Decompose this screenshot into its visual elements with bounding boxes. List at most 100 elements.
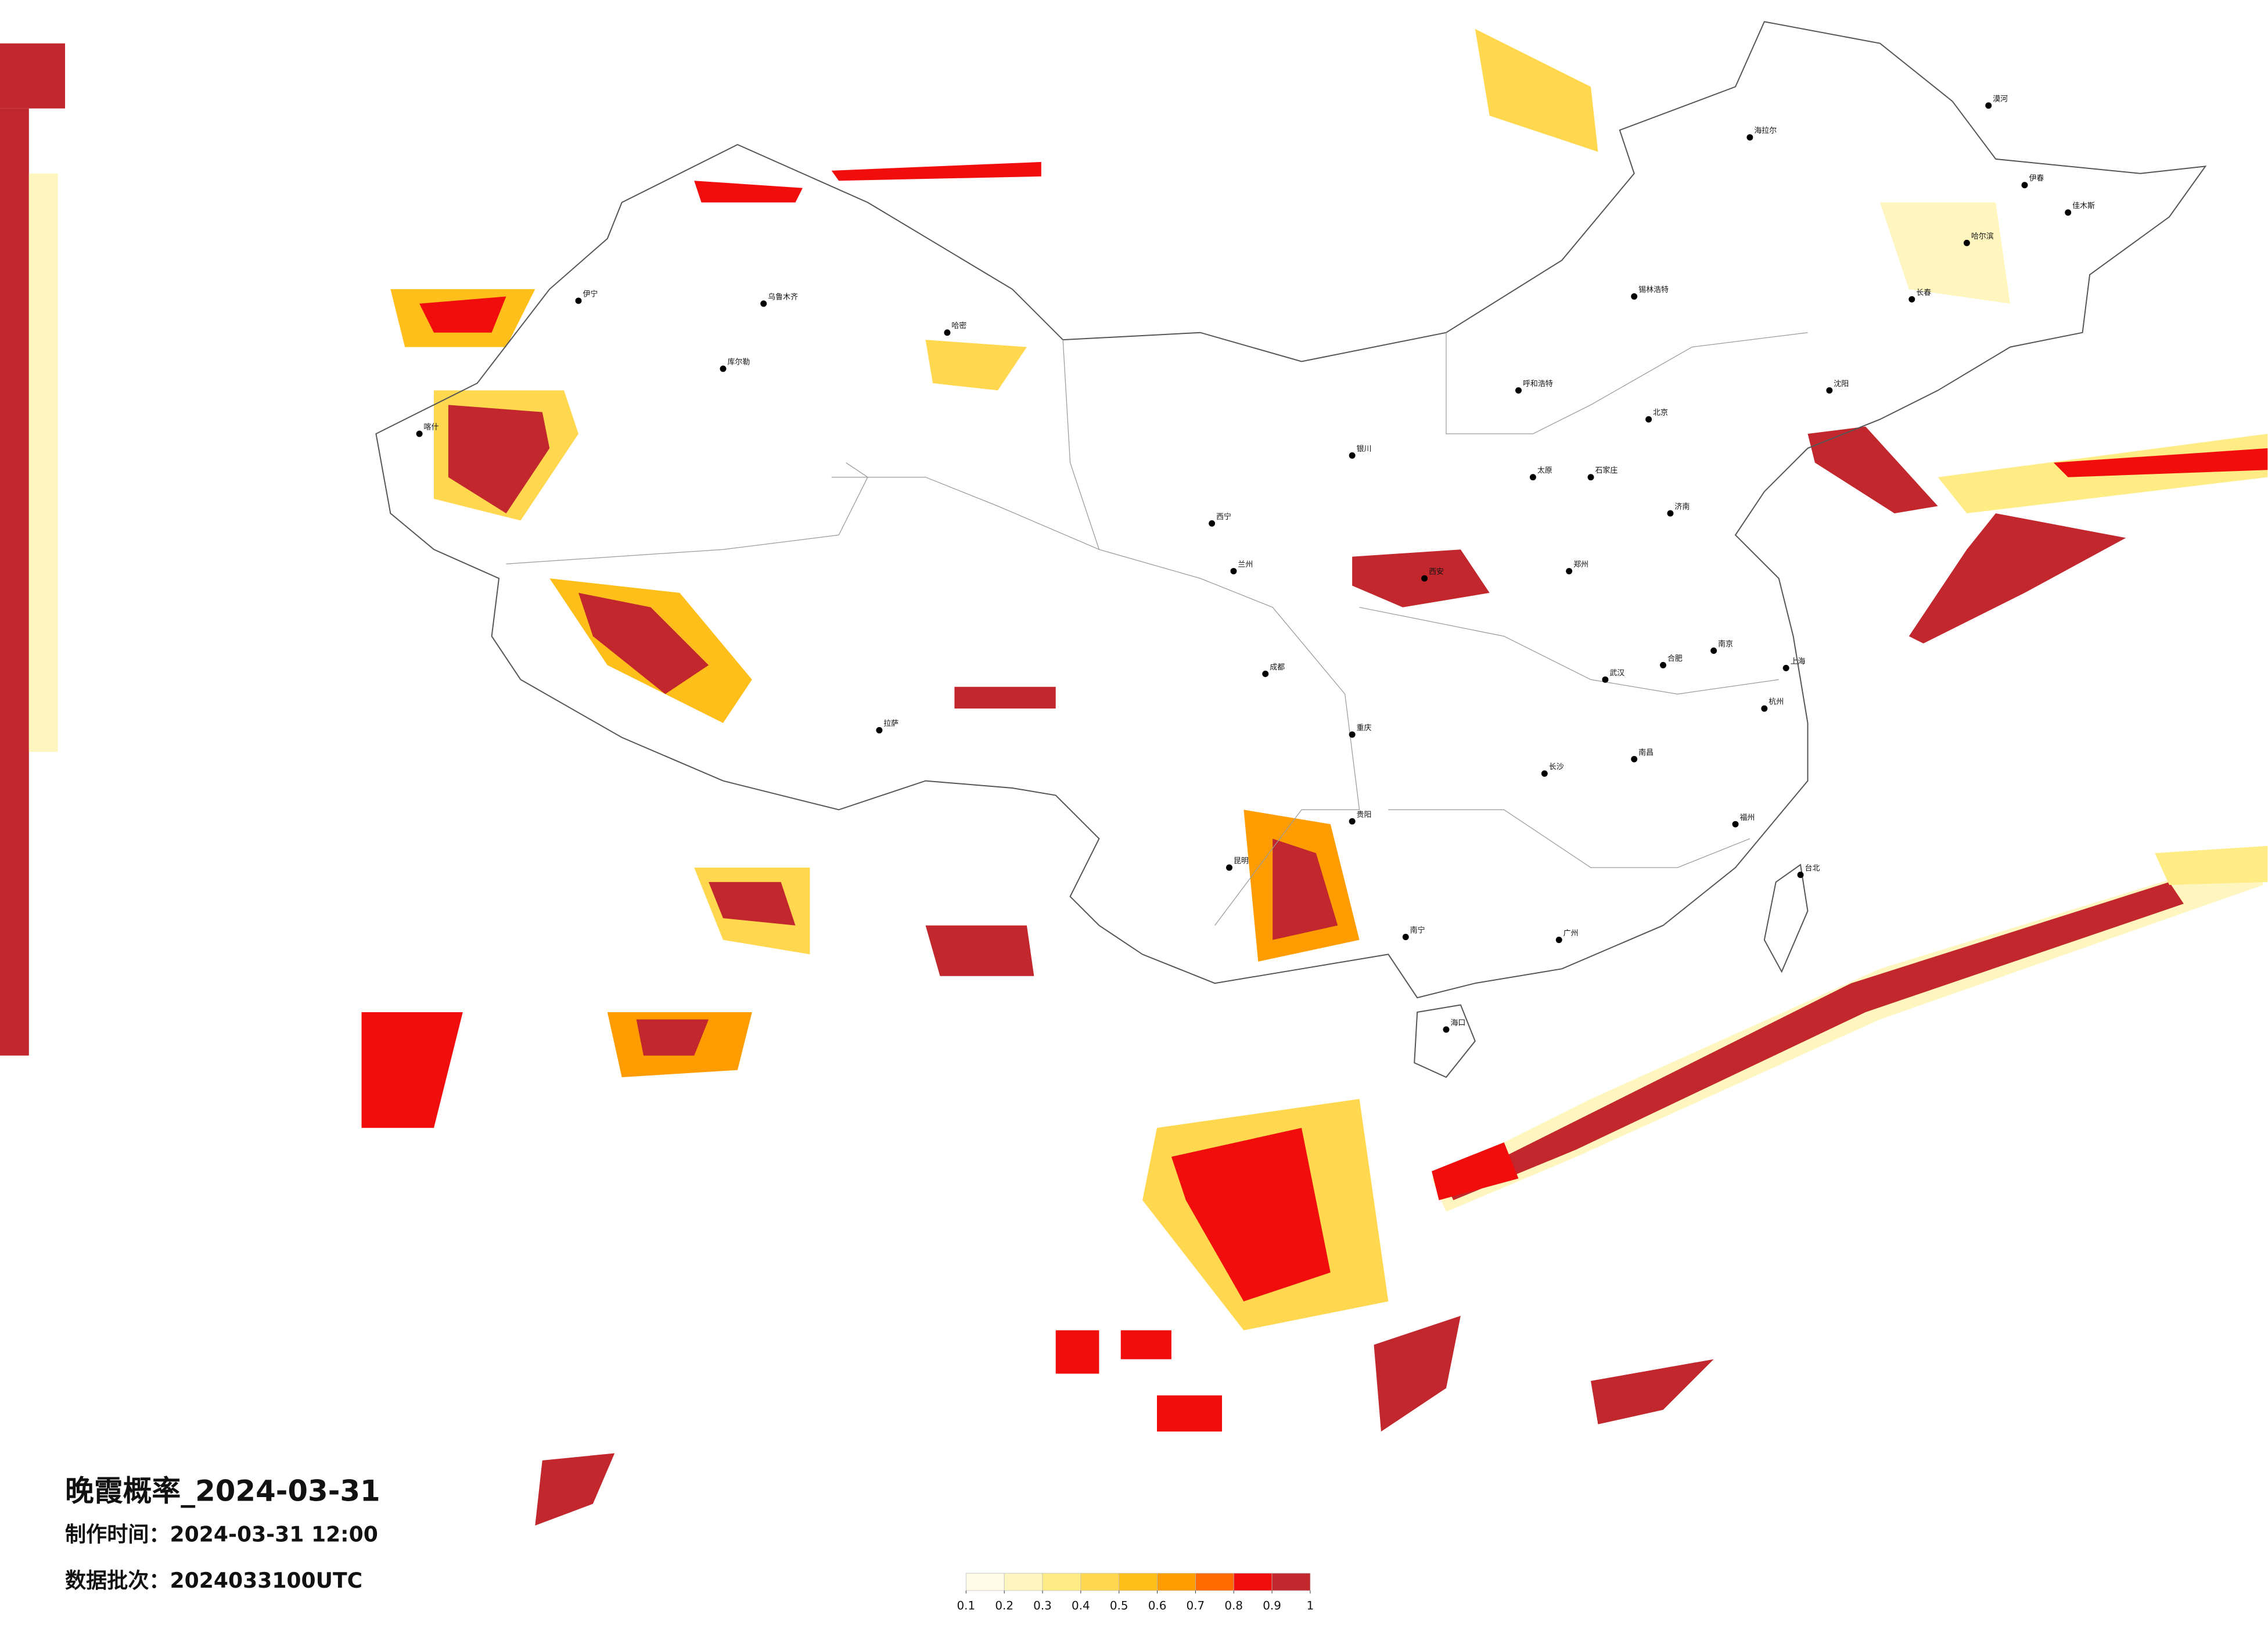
city-label: 哈尔滨 (1971, 232, 1994, 241)
field-patch (535, 1453, 615, 1526)
probability-field (0, 28, 2268, 1526)
city-label: 郑州 (1573, 560, 1588, 569)
field-patch (1807, 426, 1938, 513)
city-dot (2065, 209, 2072, 216)
field-patch (1475, 28, 1598, 152)
city-label: 杭州 (1769, 698, 1784, 707)
island-border (1763, 864, 1809, 973)
city-dot (876, 726, 883, 733)
legend-label: 0.5 (1110, 1599, 1128, 1612)
province-border (1388, 809, 1751, 868)
city-dot (416, 430, 423, 437)
legend-label: 0.4 (1072, 1599, 1090, 1612)
city-dot (1349, 818, 1356, 825)
city-label: 长沙 (1549, 763, 1564, 772)
city-label: 福州 (1739, 814, 1755, 822)
city-label: 乌鲁木齐 (768, 292, 798, 301)
city-dot (1732, 821, 1739, 828)
city-label: 北京 (1653, 409, 1668, 418)
city-label: 漠河 (1993, 95, 2008, 103)
map-outline (375, 21, 2207, 1078)
city-label: 昆明 (1234, 857, 1249, 866)
field-patch (1432, 1142, 1519, 1200)
city-label: 合肥 (1667, 654, 1683, 663)
city-label: 贵阳 (1357, 811, 1372, 819)
city-label: 海口 (1450, 1019, 1465, 1027)
city-label: 库尔勒 (727, 357, 750, 366)
field-patch (1273, 839, 1338, 940)
city-label: 南京 (1718, 639, 1733, 649)
province-border (1062, 340, 1360, 926)
city-label: 石家庄 (1595, 466, 1618, 475)
field-patch (2155, 846, 2268, 885)
field-patch (709, 882, 796, 926)
field-patch (2053, 448, 2268, 477)
city-dot (1226, 864, 1232, 871)
field-patch (1374, 1315, 1461, 1432)
city-dot (1645, 416, 1652, 423)
field-patch (1157, 1395, 1223, 1432)
legend-swatch (965, 1573, 1005, 1591)
legend-label: 1 (1307, 1599, 1314, 1612)
legend: 0.1 0.2 0.3 0.4 0.5 0.6 0.7 0.8 0.9 1 (957, 1573, 1314, 1612)
field-patch (28, 173, 58, 752)
city-dot (1761, 705, 1768, 712)
legend-swatch (1004, 1573, 1043, 1591)
city-dot (1402, 934, 1409, 940)
city-label: 沈阳 (1834, 380, 1849, 388)
province-border (831, 477, 1099, 550)
city-dot (1797, 871, 1804, 878)
province-border (506, 462, 868, 564)
city-label: 上海 (1791, 657, 1806, 666)
legend-label: 0.6 (1148, 1599, 1167, 1612)
legend-swatch (1157, 1573, 1196, 1591)
city-dot (1230, 568, 1237, 575)
field-patch (448, 405, 550, 513)
field-patch (1055, 1330, 1099, 1374)
city-label: 广州 (1563, 929, 1579, 938)
legend-swatch (1195, 1573, 1234, 1591)
made-time: 制作时间：2024-03-31 12:00 (65, 1521, 378, 1546)
city-dot (1602, 676, 1609, 683)
field-patch (1591, 1359, 1714, 1424)
city-label: 南昌 (1638, 748, 1654, 757)
field-patch (1880, 202, 2011, 304)
city-dot (2021, 182, 2028, 189)
city-dot (1566, 568, 1573, 575)
field-patch (1171, 1128, 1331, 1301)
field-patch (1446, 882, 2184, 1200)
field-patch (636, 1019, 709, 1056)
province-border (1359, 607, 1779, 695)
city-dot (1541, 770, 1548, 777)
legend-swatch (1080, 1573, 1120, 1591)
city-label: 海拉尔 (1754, 127, 1777, 135)
city-label: 佳木斯 (2072, 202, 2095, 211)
city-dot (760, 300, 767, 307)
city-label: 喀什 (424, 423, 439, 432)
field-patch (831, 161, 1041, 181)
field-patch (925, 925, 1034, 976)
city-dot (1631, 293, 1638, 300)
city-label: 长春 (1916, 289, 1931, 297)
legend-label: 0.3 (1033, 1599, 1052, 1612)
city-dot (1660, 661, 1666, 668)
city-dot (1349, 452, 1356, 459)
city-label: 西宁 (1216, 512, 1231, 521)
city-dot (575, 297, 582, 304)
field-patch (694, 181, 803, 203)
field-patch (1908, 513, 2126, 644)
city-dot (1746, 134, 1753, 141)
city-dot (1529, 474, 1536, 481)
city-label: 锡林浩特 (1638, 286, 1669, 294)
legend-swatch (1119, 1573, 1158, 1591)
city-label: 伊春 (2029, 174, 2044, 183)
legend-label: 0.8 (1224, 1599, 1243, 1612)
province-border (1446, 332, 1808, 434)
field-patch (419, 296, 506, 333)
legend-swatch (1233, 1573, 1273, 1591)
field-patch (1352, 549, 1490, 607)
city-label: 银川 (1357, 445, 1372, 454)
city-dot (1349, 731, 1356, 738)
